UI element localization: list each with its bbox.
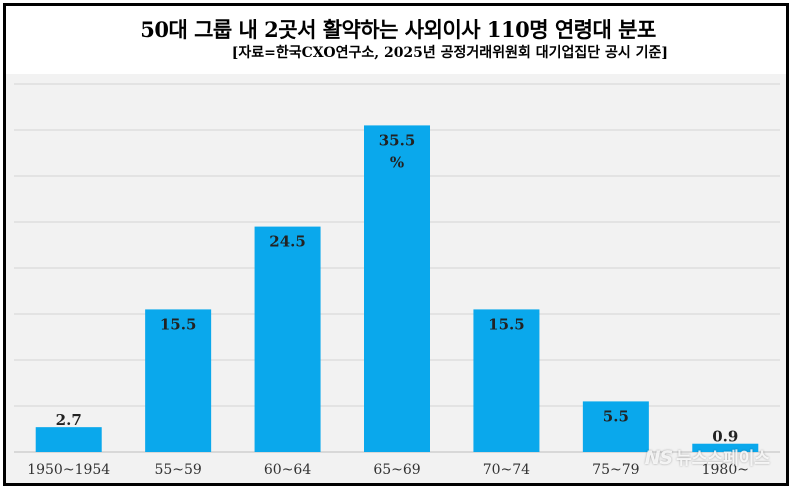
watermark-text: 뉴스스페이스 — [676, 449, 770, 469]
bar-5 — [582, 401, 649, 452]
value-label-2: 24.5 — [269, 233, 306, 251]
x-tick-2: 60~64 — [264, 462, 311, 478]
value-label-6: 0.9 — [712, 428, 738, 446]
title-box: 50대 그룹 내 2곳서 활약하는 사외이사 110명 연령대 분포 [자료=한… — [126, 12, 670, 64]
bar-4 — [473, 309, 540, 452]
watermark: NS 뉴스스페이스 — [645, 444, 770, 469]
value-labels: 2.7 15.5 24.5 35.5% 15.5 5.5 0.9 — [56, 131, 739, 445]
bar-1 — [145, 309, 212, 452]
watermark-logo: NS — [644, 447, 674, 469]
x-tick-4: 70~74 — [483, 462, 530, 478]
value-label-3: 35.5 — [379, 131, 416, 149]
x-tick-0: 1950~1954 — [27, 462, 110, 478]
x-tick-3: 65~69 — [373, 462, 420, 478]
bar-3 — [364, 125, 430, 453]
bar-chart: 2.7 15.5 24.5 35.5% 15.5 5.5 0.9 1950~1954 55~5… — [14, 83, 780, 478]
x-tick-6: 1980~ — [702, 462, 749, 478]
chart-frame: 50대 그룹 내 2곳서 활약하는 사외이사 110명 연령대 분포 [자료=한… — [3, 3, 789, 486]
value-label-4: 15.5 — [488, 315, 525, 333]
x-tick-labels: 1950~1954 55~59 60~64 65~69 70~74 75~79 1980~ — [27, 462, 749, 478]
value-unit-label: % — [390, 153, 404, 171]
plot-area: 2.7 15.5 24.5 35.5% 15.5 5.5 0.9 1950~1954 55~5… — [6, 74, 786, 483]
bar-6 — [692, 443, 759, 452]
x-tick-1: 55~59 — [154, 462, 201, 478]
bar-2 — [254, 226, 321, 452]
chart-title: 50대 그룹 내 2곳서 활약하는 사외이사 110명 연령대 분포 — [140, 17, 656, 42]
chart-subtitle: [자료=한국CXO연구소, 2025년 공정거래위원회 대기업집단 공시 기준] — [231, 45, 668, 61]
bar-0 — [35, 427, 102, 452]
value-label-1: 15.5 — [160, 315, 197, 333]
value-label-5: 5.5 — [603, 407, 629, 425]
bars — [35, 125, 759, 453]
value-label-0: 2.7 — [56, 411, 82, 429]
x-tick-5: 75~79 — [592, 462, 639, 478]
